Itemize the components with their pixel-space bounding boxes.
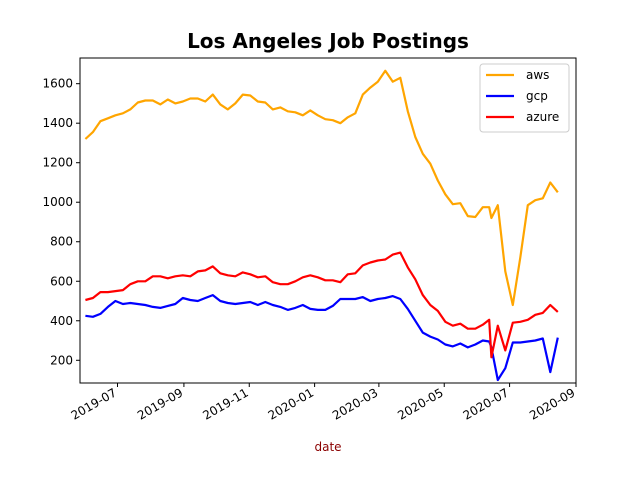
chart-title: Los Angeles Job Postings xyxy=(187,29,469,53)
legend-label-gcp: gcp xyxy=(526,89,548,103)
y-tick-label: 400 xyxy=(50,314,73,328)
legend: aws gcp azure xyxy=(479,63,570,133)
legend-label-aws: aws xyxy=(526,68,549,82)
series-lines xyxy=(84,69,559,382)
y-tick-label: 200 xyxy=(50,353,73,367)
legend-box xyxy=(479,63,570,133)
y-tick-label: 1200 xyxy=(42,156,73,170)
plot-frame xyxy=(79,57,577,384)
y-tick-label: 1400 xyxy=(42,116,73,130)
series-line-aws xyxy=(84,69,559,307)
y-tick-label: 600 xyxy=(50,274,73,288)
series-line-gcp xyxy=(85,294,559,382)
legend-label-azure: azure xyxy=(526,110,559,124)
series-line-azure xyxy=(85,251,559,359)
y-tick-label: 1600 xyxy=(42,77,73,91)
x-axis-label: date xyxy=(314,440,341,454)
y-tick-label: 1000 xyxy=(42,195,73,209)
y-tick-label: 800 xyxy=(50,235,73,249)
